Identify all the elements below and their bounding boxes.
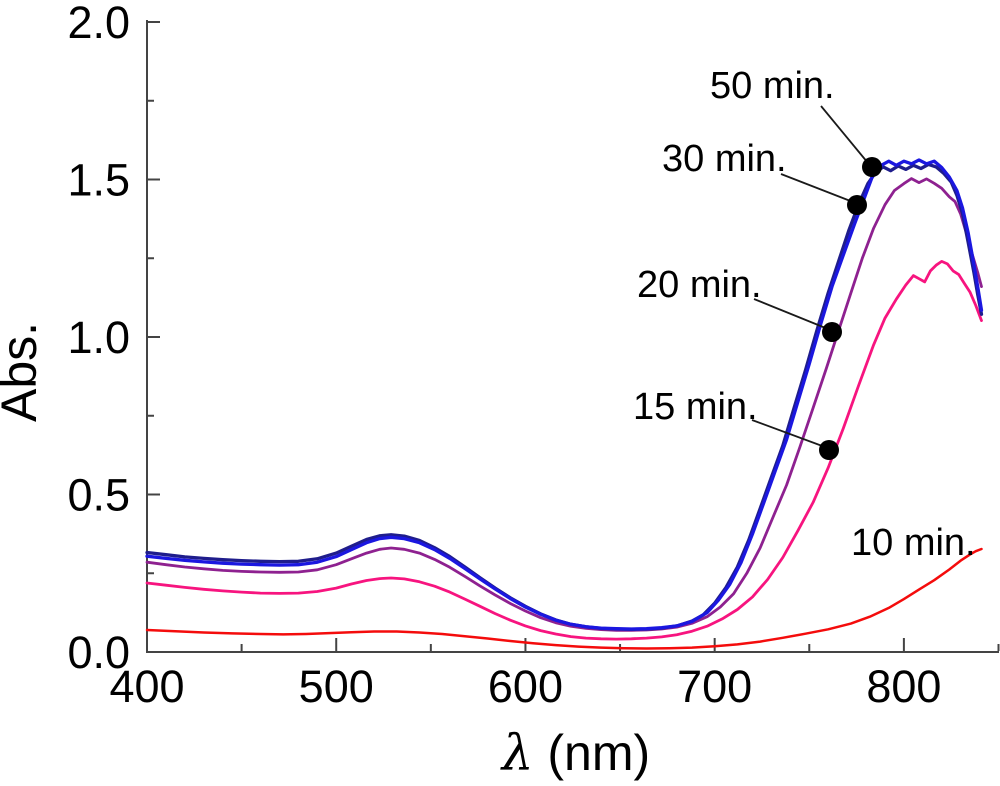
series-curves <box>145 158 984 650</box>
y-tick-label: 0.0 <box>67 627 130 678</box>
annotation-leader-15-min <box>751 419 826 448</box>
curve-15-min <box>145 259 983 641</box>
x-tick-label: 400 <box>109 661 184 712</box>
annotation-label-20-min: 20 min. <box>637 264 762 306</box>
x-tick-label: 500 <box>299 661 374 712</box>
annotation-dot-20-min <box>822 322 842 342</box>
x-tick-label: 600 <box>488 661 563 712</box>
x-axis-unit: (nm) <box>534 725 651 781</box>
y-tick-label: 1.0 <box>67 312 130 363</box>
axes: 400 500 600 700 800 0.0 0.5 1.0 1.5 2.0 <box>67 0 1000 712</box>
annotation-dot-15-min <box>819 440 839 460</box>
y-tick-label: 0.5 <box>67 470 130 521</box>
annotation-label-15-min: 15 min. <box>633 386 758 428</box>
annotation-label-50-min: 50 min. <box>710 65 835 107</box>
x-axis-title: λ (nm) <box>500 724 650 782</box>
annotation-dot-50-min <box>862 157 882 177</box>
annotations: 50 min. 30 min. 20 min. 15 min. 10 min. <box>633 65 976 564</box>
curve-50-min <box>145 158 984 631</box>
annotation-label-30-min: 30 min. <box>662 138 787 180</box>
curve-10-min <box>145 547 983 650</box>
annotation-label-10-min: 10 min. <box>851 522 976 564</box>
x-tick-label: 800 <box>866 661 941 712</box>
y-tick-label: 2.0 <box>67 0 130 48</box>
annotation-leader-50-min <box>820 105 869 164</box>
annotation-leader-20-min <box>753 298 829 330</box>
annotation-leader-30-min <box>780 173 854 203</box>
y-tick-label: 1.5 <box>67 155 130 206</box>
x-tick-label: 700 <box>677 661 752 712</box>
y-axis-title: Abs. <box>0 322 47 422</box>
lambda-symbol: λ <box>500 724 534 782</box>
annotation-dot-30-min <box>847 195 867 215</box>
